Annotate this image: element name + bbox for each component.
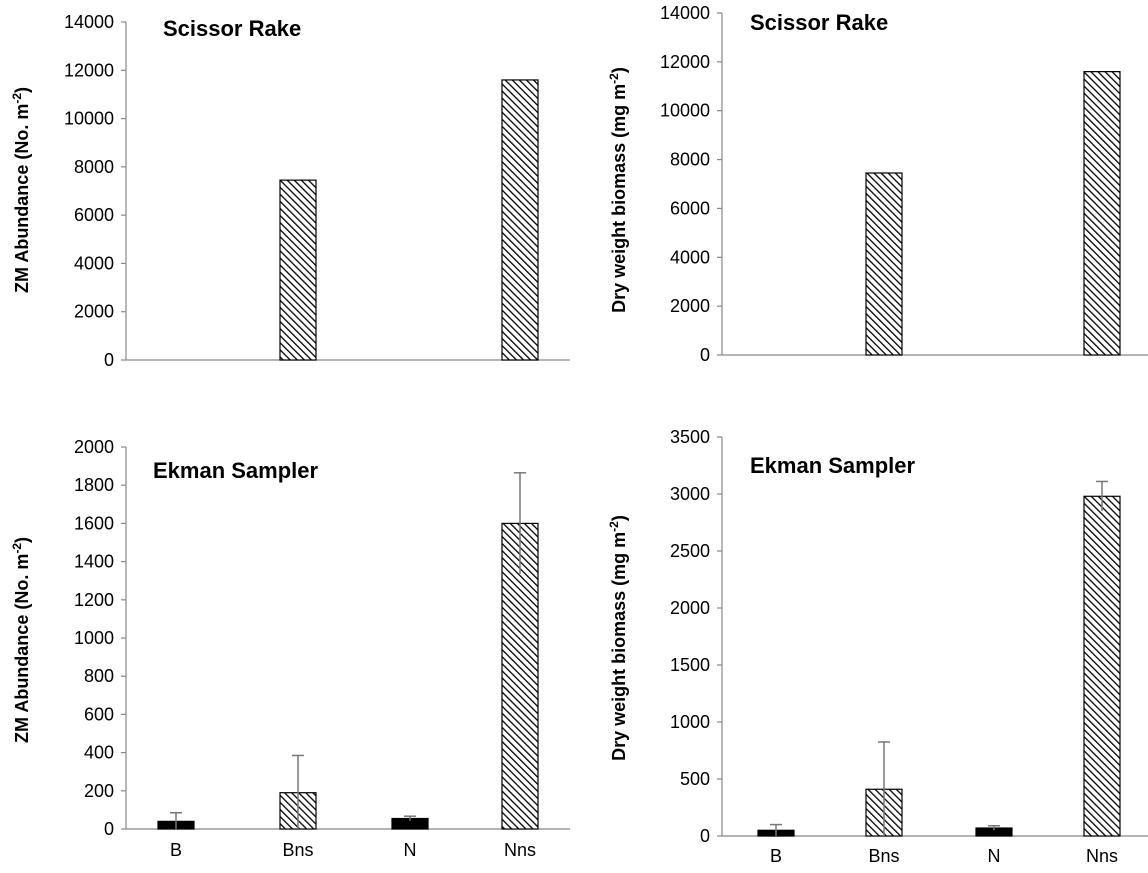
y-tick-label: 2000 — [670, 296, 710, 316]
y-tick-label: 1400 — [74, 552, 114, 572]
chart-title: Ekman Sampler — [153, 458, 319, 483]
bar-Nns — [501, 79, 539, 361]
bar-Nns — [1083, 495, 1121, 837]
y-tick-label: 1500 — [670, 655, 710, 675]
y-tick-label: 0 — [700, 826, 710, 846]
y-axis-label: Dry weight biomass (mg m-2) — [607, 515, 629, 761]
x-tick-label: Bns — [282, 840, 313, 860]
y-tick-label: 0 — [104, 350, 114, 370]
x-tick-label: Nns — [504, 840, 536, 860]
y-tick-label: 10000 — [64, 109, 114, 129]
x-tick-label: Bns — [868, 846, 899, 866]
y-tick-label: 2000 — [74, 437, 114, 457]
bar-Nns — [1083, 71, 1121, 356]
y-tick-label: 400 — [84, 743, 114, 763]
y-tick-label: 4000 — [74, 253, 114, 273]
x-tick-label: B — [170, 840, 182, 860]
y-tick-label: 6000 — [670, 198, 710, 218]
y-tick-label: 2000 — [74, 302, 114, 322]
y-tick-label: 2000 — [670, 598, 710, 618]
chart-title: Ekman Sampler — [750, 453, 916, 478]
chart-title: Scissor Rake — [163, 16, 301, 41]
y-tick-label: 10000 — [660, 101, 710, 121]
y-tick-label: 1000 — [670, 712, 710, 732]
y-tick-label: 12000 — [64, 60, 114, 80]
y-tick-label: 4000 — [670, 247, 710, 267]
y-tick-label: 8000 — [670, 150, 710, 170]
y-axis-label: Dry weight biomass (mg m-2) — [607, 67, 629, 313]
chart-panel-top-left: 0 2000 4000 6000 8000 10000 12000 14000 Scissor … — [10, 12, 570, 370]
y-tick-label: 1000 — [74, 628, 114, 648]
y-tick-label: 2500 — [670, 541, 710, 561]
y-tick-label: 600 — [84, 704, 114, 724]
chart-panel-bottom-left: 0 200 400 600 800 1000 1200 1400 1600 1800 2000 B Bn… — [10, 437, 570, 860]
y-tick-label: 1200 — [74, 590, 114, 610]
y-tick-label: 3500 — [670, 427, 710, 447]
x-tick-label: Nns — [1086, 846, 1118, 866]
x-tick-label: N — [404, 840, 417, 860]
chart-panel-top-right: 0 2000 4000 6000 8000 10000 12000 14000 Scissor … — [607, 3, 1148, 365]
x-tick-label: B — [770, 846, 782, 866]
y-tick-label: 3000 — [670, 484, 710, 504]
y-tick-label: 500 — [680, 769, 710, 789]
y-tick-label: 0 — [104, 819, 114, 839]
y-tick-label: 1800 — [74, 475, 114, 495]
y-tick-label: 200 — [84, 781, 114, 801]
chart-panel-bottom-right: 0 500 1000 1500 2000 2500 3000 3500 B Bns N Nns Ekma… — [607, 427, 1148, 866]
bar-Bns — [279, 179, 317, 361]
y-tick-label: 0 — [700, 345, 710, 365]
y-tick-label: 14000 — [64, 12, 114, 32]
y-axis-label: ZM Abundance (No. m-2) — [10, 87, 32, 293]
y-tick-label: 6000 — [74, 205, 114, 225]
y-tick-label: 14000 — [660, 3, 710, 23]
chart-title: Scissor Rake — [750, 10, 888, 35]
y-tick-label: 12000 — [660, 52, 710, 72]
bar-Bns — [865, 172, 903, 356]
y-tick-label: 800 — [84, 666, 114, 686]
y-axis-label: ZM Abundance (No. m-2) — [10, 537, 32, 743]
y-tick-label: 1600 — [74, 513, 114, 533]
x-tick-label: N — [988, 846, 1001, 866]
y-tick-label: 8000 — [74, 157, 114, 177]
